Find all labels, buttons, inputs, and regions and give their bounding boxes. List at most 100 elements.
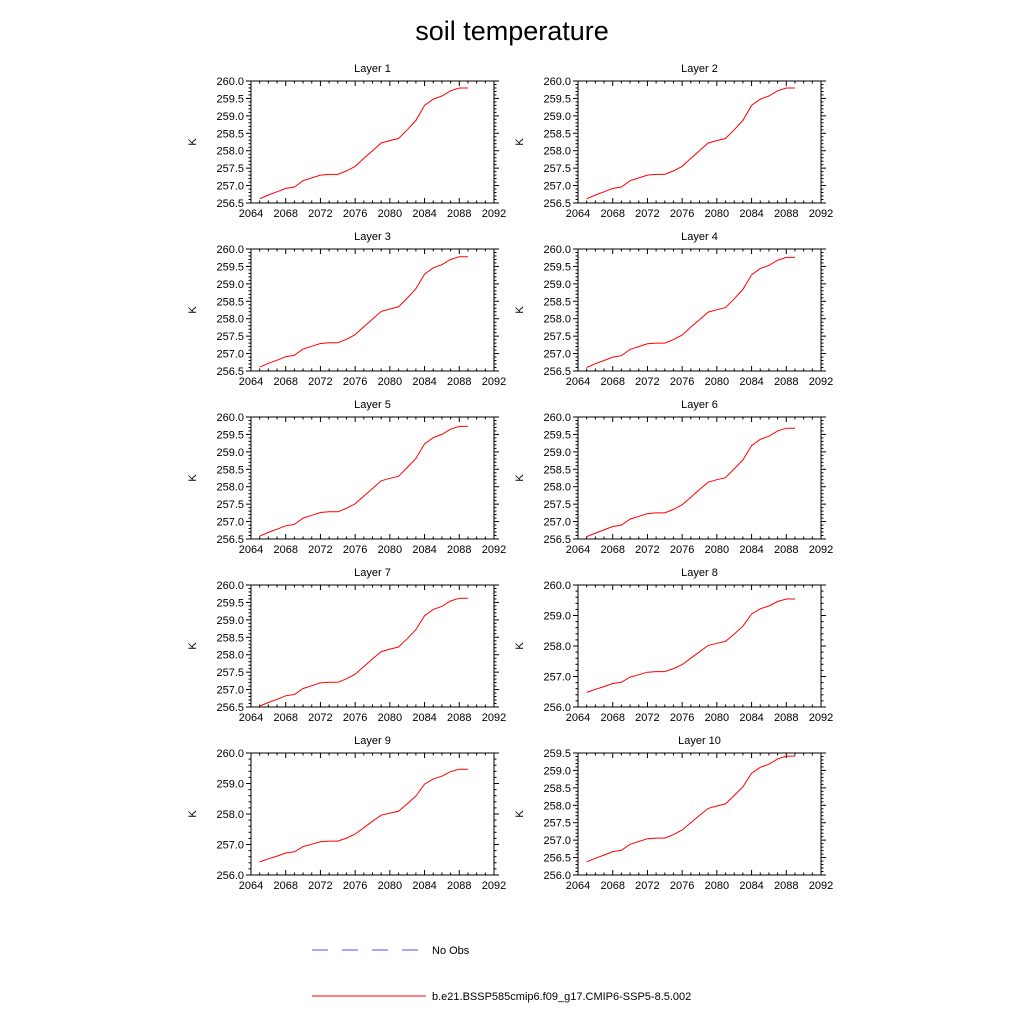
x-tick-label: 2080 bbox=[705, 544, 729, 556]
x-tick-label: 2088 bbox=[447, 880, 471, 892]
x-tick-label: 2080 bbox=[705, 880, 729, 892]
legend: No Obs b.e21.BSSP585cmip6.f09_g17.CMIP6-… bbox=[312, 945, 691, 1003]
x-tick-label: 2084 bbox=[412, 208, 436, 220]
y-axis-label: K bbox=[187, 474, 199, 482]
x-tick-label: 2076 bbox=[670, 712, 694, 724]
y-tick-label: 256.5 bbox=[543, 366, 571, 378]
y-tick-label: 258.0 bbox=[543, 146, 571, 158]
x-tick-label: 2084 bbox=[412, 880, 436, 892]
y-tick-label: 260.0 bbox=[216, 244, 244, 256]
y-tick-label: 257.5 bbox=[543, 818, 571, 830]
panel-title: Layer 9 bbox=[354, 735, 391, 747]
x-tick-label: 2080 bbox=[378, 376, 402, 388]
y-tick-label: 257.0 bbox=[216, 181, 244, 193]
x-tick-label: 2084 bbox=[739, 544, 763, 556]
x-tick-label: 2064 bbox=[239, 208, 263, 220]
y-tick-label: 257.5 bbox=[216, 331, 244, 343]
y-tick-label: 257.0 bbox=[543, 672, 571, 684]
panel-1: Layer 1 2064 2068 2072 2076 2080 2084 2088 2092 2… bbox=[187, 63, 506, 220]
x-tick-label: 2092 bbox=[482, 544, 506, 556]
y-tick-label: 259.0 bbox=[216, 779, 244, 791]
series-line bbox=[586, 256, 795, 368]
y-tick-label: 259.5 bbox=[216, 93, 244, 105]
x-tick-label: 2064 bbox=[239, 376, 263, 388]
y-tick-label: 258.5 bbox=[216, 128, 244, 140]
y-tick-label: 258.0 bbox=[543, 482, 571, 494]
y-axis-label: K bbox=[514, 306, 526, 314]
x-tick-label: 2084 bbox=[412, 544, 436, 556]
x-tick-label: 2064 bbox=[239, 544, 263, 556]
x-tick-label: 2080 bbox=[705, 712, 729, 724]
y-tick-label: 258.0 bbox=[216, 809, 244, 821]
y-axis-label: K bbox=[187, 810, 199, 818]
x-tick-label: 2076 bbox=[670, 376, 694, 388]
plot-frame bbox=[577, 416, 822, 540]
x-tick-label: 2088 bbox=[774, 712, 798, 724]
figure-title: soil temperature bbox=[415, 16, 609, 46]
x-tick-label: 2088 bbox=[447, 544, 471, 556]
panel-10: Layer 10 2064 2068 2072 2076 2080 2084 2088 2092… bbox=[514, 735, 833, 892]
y-tick-label: 256.5 bbox=[216, 534, 244, 546]
y-tick-label: 257.5 bbox=[543, 499, 571, 511]
y-tick-label: 259.0 bbox=[216, 447, 244, 459]
panel-9: Layer 9 2064 2068 2072 2076 2080 2084 2088 2092 2… bbox=[187, 735, 506, 892]
plot-frame bbox=[577, 752, 822, 876]
panel-3: Layer 3 2064 2068 2072 2076 2080 2084 2088 2092 2… bbox=[187, 231, 506, 388]
y-tick-label: 258.0 bbox=[543, 800, 571, 812]
y-tick-label: 259.0 bbox=[216, 279, 244, 291]
x-tick-label: 2064 bbox=[566, 376, 590, 388]
y-tick-label: 258.0 bbox=[216, 146, 244, 158]
series-line bbox=[586, 598, 795, 693]
y-tick-label: 259.5 bbox=[216, 429, 244, 441]
x-tick-label: 2064 bbox=[239, 712, 263, 724]
panel-title: Layer 6 bbox=[681, 399, 718, 411]
x-tick-label: 2092 bbox=[809, 208, 833, 220]
x-tick-label: 2072 bbox=[308, 208, 332, 220]
x-tick-label: 2088 bbox=[447, 376, 471, 388]
y-tick-label: 256.5 bbox=[216, 198, 244, 210]
y-tick-label: 259.5 bbox=[543, 748, 571, 760]
y-tick-label: 256.5 bbox=[543, 534, 571, 546]
series-line bbox=[586, 427, 795, 538]
panels: Layer 1 2064 2068 2072 2076 2080 2084 2088 2092 2… bbox=[187, 63, 833, 892]
panel-2: Layer 2 2064 2068 2072 2076 2080 2084 2088 2092 2… bbox=[514, 63, 833, 220]
panel-5: Layer 5 2064 2068 2072 2076 2080 2084 2088 2092 2… bbox=[187, 399, 506, 556]
x-tick-label: 2072 bbox=[635, 544, 659, 556]
plot-frame bbox=[577, 80, 822, 204]
y-tick-label: 259.0 bbox=[543, 111, 571, 123]
x-tick-label: 2084 bbox=[739, 712, 763, 724]
plot-frame bbox=[250, 80, 495, 204]
y-tick-label: 258.0 bbox=[216, 314, 244, 326]
x-tick-label: 2068 bbox=[273, 712, 297, 724]
x-tick-label: 2088 bbox=[447, 208, 471, 220]
y-tick-label: 257.5 bbox=[216, 667, 244, 679]
plot-frame bbox=[250, 416, 495, 540]
x-tick-label: 2092 bbox=[482, 712, 506, 724]
y-tick-label: 258.5 bbox=[543, 783, 571, 795]
y-tick-label: 258.0 bbox=[543, 314, 571, 326]
y-tick-label: 256.0 bbox=[216, 870, 244, 882]
x-tick-label: 2092 bbox=[809, 376, 833, 388]
y-tick-label: 259.5 bbox=[216, 261, 244, 273]
x-tick-label: 2068 bbox=[600, 712, 624, 724]
panel-4: Layer 4 2064 2068 2072 2076 2080 2084 2088 2092 2… bbox=[514, 231, 833, 388]
x-tick-label: 2088 bbox=[774, 376, 798, 388]
y-tick-label: 257.5 bbox=[543, 163, 571, 175]
x-tick-label: 2072 bbox=[308, 712, 332, 724]
x-tick-label: 2076 bbox=[343, 376, 367, 388]
y-tick-label: 259.5 bbox=[543, 261, 571, 273]
x-tick-label: 2080 bbox=[378, 208, 402, 220]
y-tick-label: 257.0 bbox=[216, 840, 244, 852]
y-tick-label: 259.0 bbox=[543, 611, 571, 623]
x-tick-label: 2092 bbox=[482, 880, 506, 892]
x-tick-label: 2068 bbox=[273, 880, 297, 892]
y-tick-label: 257.0 bbox=[543, 835, 571, 847]
legend-obs-label: No Obs bbox=[432, 945, 470, 957]
x-tick-label: 2068 bbox=[600, 880, 624, 892]
x-tick-label: 2072 bbox=[635, 208, 659, 220]
series-line bbox=[259, 768, 468, 863]
x-tick-label: 2072 bbox=[308, 376, 332, 388]
x-tick-label: 2068 bbox=[273, 208, 297, 220]
x-tick-label: 2084 bbox=[739, 880, 763, 892]
